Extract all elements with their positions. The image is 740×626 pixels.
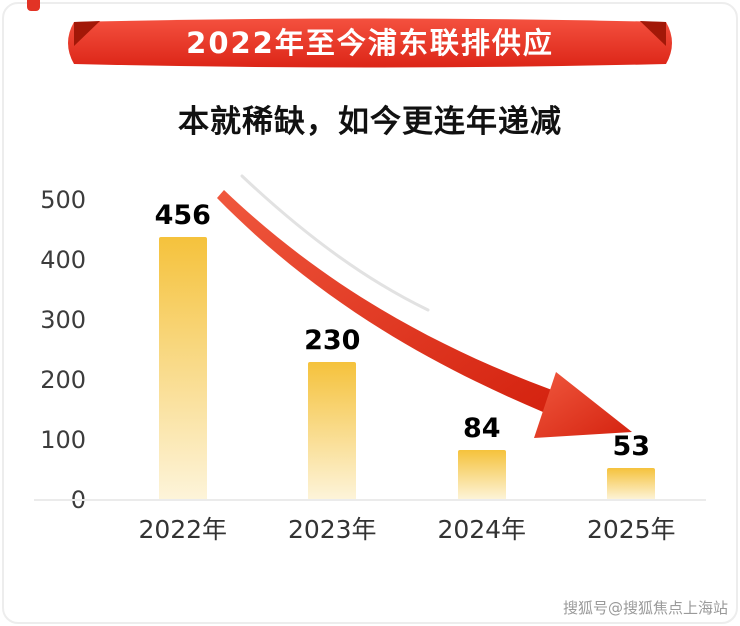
x-axis-label: 2023年 xyxy=(287,515,377,544)
bar-column: 53 xyxy=(557,200,707,500)
bar-column: 456 xyxy=(108,200,258,500)
y-tick-label: 300 xyxy=(40,306,86,334)
bars: 456 230 84 53 xyxy=(108,200,706,500)
y-axis: 0100200300400500 xyxy=(34,186,86,514)
x-axis-baseline xyxy=(34,499,706,501)
plot: 456 230 84 53 xyxy=(108,200,706,500)
watermark: 搜狐号@搜狐焦点上海站 xyxy=(562,599,728,617)
bar-value-label: 230 xyxy=(304,325,361,356)
y-tick-label: 200 xyxy=(40,366,86,394)
bar xyxy=(308,362,357,500)
bar-value-label: 456 xyxy=(154,200,211,231)
x-axis-label: 2025年 xyxy=(586,515,676,544)
y-tick-label: 400 xyxy=(40,246,86,274)
banner-title: 2022年至今浦东联排供应 xyxy=(186,26,554,60)
x-axis: 2022年 2023年 2024年 2025年 xyxy=(108,510,706,546)
bar-column: 230 xyxy=(258,200,408,500)
y-tick-label: 100 xyxy=(40,426,86,454)
ribbon-icon xyxy=(68,18,672,68)
corner-mark xyxy=(27,0,40,11)
chart-subtitle: 本就稀缺，如今更连年递减 xyxy=(178,104,562,140)
bar-column: 84 xyxy=(407,200,557,500)
ribbon-banner: 2022年至今浦东联排供应 xyxy=(58,14,682,72)
bar-value-label: 53 xyxy=(612,431,651,463)
bar-value-label: 84 xyxy=(462,412,501,444)
bar xyxy=(457,449,506,500)
x-axis-label: 2022年 xyxy=(138,515,228,544)
bar xyxy=(607,468,656,500)
y-tick-label: 500 xyxy=(40,186,86,214)
bar xyxy=(158,237,207,500)
x-axis-label: 2024年 xyxy=(437,515,527,544)
